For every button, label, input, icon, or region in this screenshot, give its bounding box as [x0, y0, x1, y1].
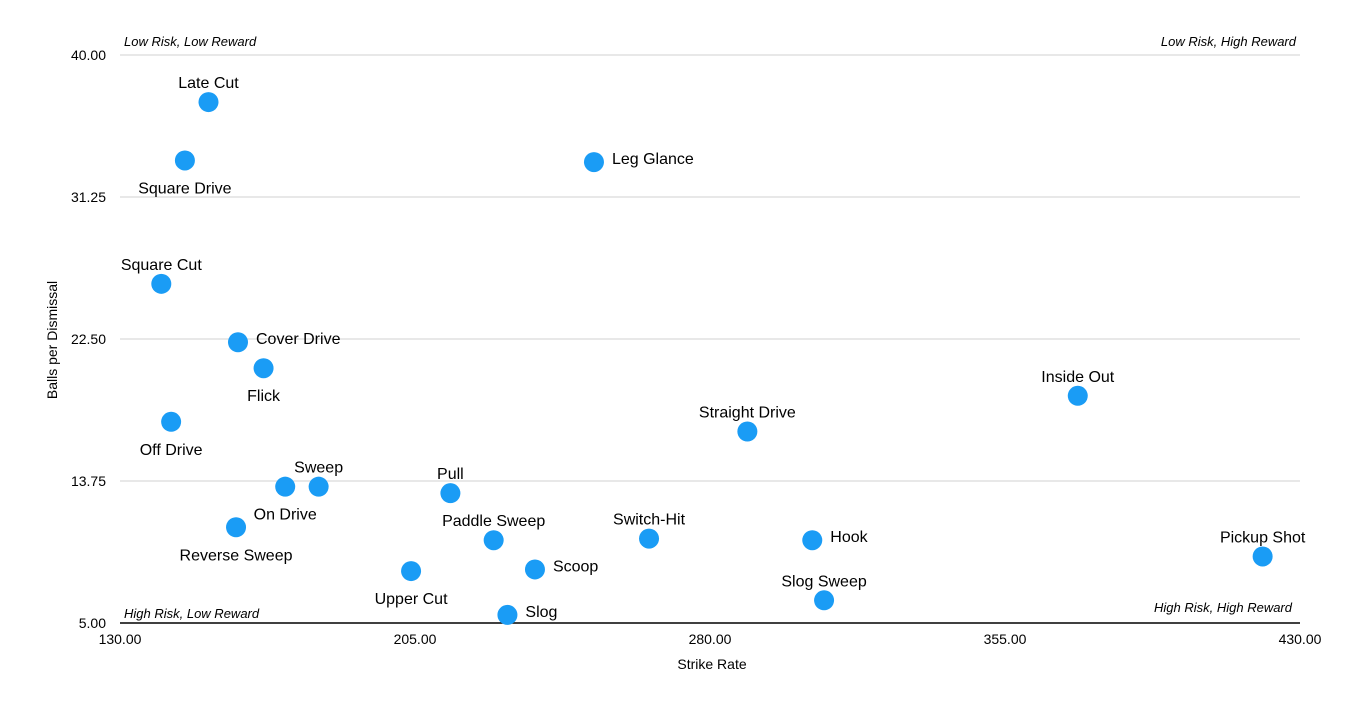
data-point: [802, 530, 823, 551]
data-point: [440, 483, 461, 504]
data-point: [151, 273, 172, 294]
point-label: Slog: [525, 604, 557, 621]
grid-lines: [120, 54, 1300, 482]
data-point: [483, 530, 504, 551]
y-tick-label: 22.50: [71, 331, 106, 347]
y-tick-label: 13.75: [71, 473, 106, 489]
quadrant-label-bottom-left: High Risk, Low Reward: [124, 606, 260, 621]
point-label: Slog Sweep: [781, 573, 866, 590]
point-label: Square Cut: [121, 257, 202, 274]
data-point: [583, 152, 604, 173]
data-point: [814, 590, 835, 611]
data-point: [161, 411, 182, 432]
data-point: [198, 92, 219, 113]
data-point: [639, 528, 660, 549]
point-label: Leg Glance: [612, 151, 694, 168]
point-label: Upper Cut: [375, 591, 448, 608]
point-label: Scoop: [553, 558, 598, 575]
y-tick-labels: 5.00 13.75 22.50 31.25 40.00: [71, 47, 106, 631]
data-point: [1252, 546, 1273, 567]
point-label: On Drive: [254, 507, 317, 524]
x-tick-label: 355.00: [984, 631, 1027, 647]
point-label: Cover Drive: [256, 331, 341, 348]
data-point: [308, 476, 329, 497]
point-label: Inside Out: [1041, 369, 1114, 386]
y-tick-label: 40.00: [71, 47, 106, 63]
x-axis-title: Strike Rate: [677, 656, 746, 672]
point-label: Flick: [247, 388, 281, 405]
y-axis-title: Balls per Dismissal: [44, 281, 60, 399]
x-tick-label: 430.00: [1279, 631, 1322, 647]
data-point: [228, 332, 248, 353]
data-point: [174, 150, 195, 171]
point-label: Pull: [437, 466, 464, 483]
data-point: [1067, 385, 1088, 406]
x-tick-label: 280.00: [689, 631, 732, 647]
data-point: [524, 559, 545, 580]
point-label: Off Drive: [140, 442, 203, 459]
y-tick-label: 31.25: [71, 189, 106, 205]
point-label: Sweep: [294, 460, 343, 477]
data-point: [737, 421, 758, 442]
point-label: Square Drive: [138, 180, 231, 197]
quadrant-label-top-right: Low Risk, High Reward: [1161, 34, 1297, 49]
quadrant-label-top-left: Low Risk, Low Reward: [124, 34, 257, 49]
point-label: Straight Drive: [699, 405, 796, 422]
data-point: [226, 517, 247, 538]
data-point: [253, 358, 274, 379]
x-tick-label: 130.00: [99, 631, 142, 647]
point-label: Reverse Sweep: [180, 547, 293, 564]
data-point: [401, 561, 422, 582]
x-tick-labels: 130.00 205.00 280.00 355.00 430.00: [99, 631, 1322, 647]
point-label: Pickup Shot: [1220, 529, 1306, 546]
quadrant-label-bottom-right: High Risk, High Reward: [1154, 600, 1293, 615]
y-tick-label: 5.00: [79, 615, 106, 631]
point-label: Switch-Hit: [613, 512, 686, 529]
data-point: [275, 476, 296, 497]
point-label: Late Cut: [178, 75, 239, 92]
x-tick-label: 205.00: [394, 631, 437, 647]
point-label: Paddle Sweep: [442, 513, 545, 530]
data-points: Late Cut Square Drive Leg Glance Square Cut…: [121, 75, 1306, 625]
point-label: Hook: [830, 529, 868, 546]
data-point: [497, 604, 518, 625]
